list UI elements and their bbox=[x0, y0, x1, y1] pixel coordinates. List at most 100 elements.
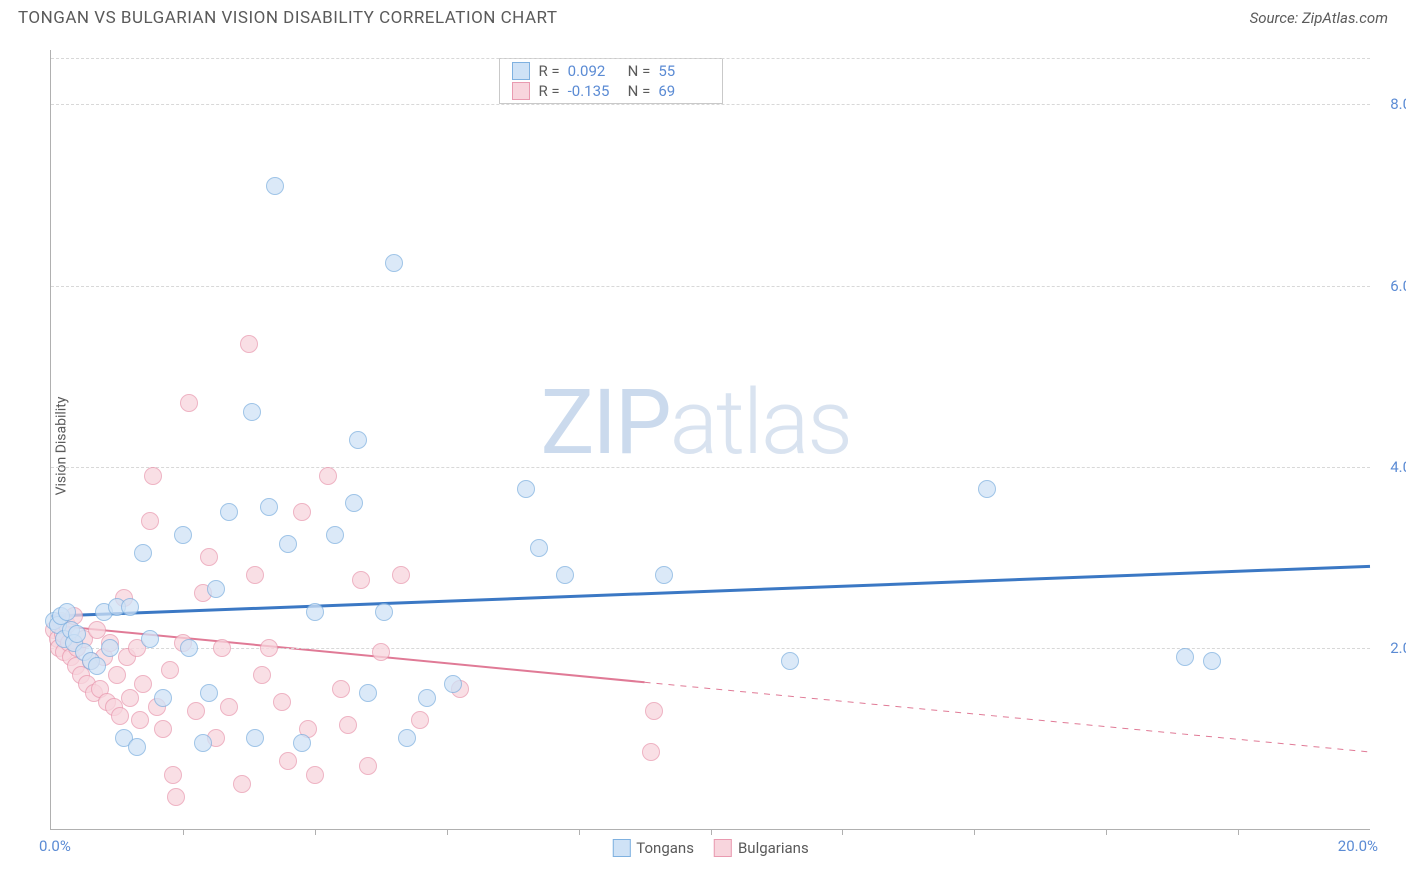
scatter-point bbox=[345, 494, 363, 512]
x-tick bbox=[1238, 829, 1239, 835]
scatter-point bbox=[246, 566, 264, 584]
legend-swatch bbox=[512, 62, 530, 80]
stat-n-value: 69 bbox=[658, 82, 710, 100]
scatter-point bbox=[306, 603, 324, 621]
stat-n-label: N = bbox=[628, 82, 651, 100]
scatter-point bbox=[154, 689, 172, 707]
scatter-point bbox=[319, 467, 337, 485]
scatter-point bbox=[101, 639, 119, 657]
scatter-point bbox=[279, 752, 297, 770]
scatter-point bbox=[220, 503, 238, 521]
scatter-point bbox=[352, 571, 370, 589]
stat-n-label: N = bbox=[628, 62, 651, 80]
x-tick bbox=[1106, 829, 1107, 835]
scatter-point bbox=[131, 711, 149, 729]
scatter-point bbox=[213, 639, 231, 657]
scatter-point bbox=[1203, 652, 1221, 670]
stat-r-label: R = bbox=[538, 62, 559, 80]
scatter-point bbox=[194, 734, 212, 752]
watermark: ZIPatlas bbox=[541, 370, 851, 475]
gridline-h bbox=[51, 58, 1370, 59]
scatter-point bbox=[180, 394, 198, 412]
scatter-point bbox=[68, 625, 86, 643]
chart-plot-area: ZIPatlas R =0.092N =55R =-0.135N =69 Ton… bbox=[50, 50, 1370, 830]
scatter-point bbox=[266, 177, 284, 195]
scatter-point bbox=[306, 766, 324, 784]
scatter-point bbox=[273, 693, 291, 711]
chart-title: TONGAN VS BULGARIAN VISION DISABILITY CO… bbox=[18, 8, 558, 28]
chart-header: TONGAN VS BULGARIAN VISION DISABILITY CO… bbox=[0, 0, 1406, 32]
y-tick-label: 6.0% bbox=[1390, 277, 1406, 295]
scatter-point bbox=[293, 734, 311, 752]
scatter-point bbox=[385, 254, 403, 272]
scatter-point bbox=[174, 526, 192, 544]
scatter-point bbox=[108, 666, 126, 684]
scatter-point bbox=[332, 680, 350, 698]
scatter-point bbox=[530, 539, 548, 557]
scatter-point bbox=[253, 666, 271, 684]
series-legend: TongansBulgarians bbox=[612, 839, 808, 857]
legend-swatch bbox=[512, 82, 530, 100]
y-tick-label: 8.0% bbox=[1390, 95, 1406, 113]
scatter-point bbox=[279, 535, 297, 553]
scatter-point bbox=[418, 689, 436, 707]
scatter-point bbox=[180, 639, 198, 657]
scatter-point bbox=[359, 684, 377, 702]
legend-swatch bbox=[714, 839, 732, 857]
legend-stats-row: R = 0.092 N = 55 bbox=[500, 61, 722, 81]
scatter-point bbox=[187, 702, 205, 720]
gridline-h bbox=[51, 286, 1370, 287]
x-axis-max-label: 20.0% bbox=[1338, 837, 1378, 855]
scatter-point bbox=[167, 788, 185, 806]
correlation-stats-legend: R = 0.092 N = 55 R = -0.135 N = 69 bbox=[499, 58, 723, 104]
scatter-point bbox=[141, 630, 159, 648]
scatter-point bbox=[293, 503, 311, 521]
scatter-point bbox=[642, 743, 660, 761]
stat-n-value: 55 bbox=[658, 62, 710, 80]
scatter-point bbox=[260, 498, 278, 516]
scatter-point bbox=[58, 603, 76, 621]
x-tick bbox=[842, 829, 843, 835]
scatter-point bbox=[556, 566, 574, 584]
scatter-point bbox=[392, 566, 410, 584]
scatter-point bbox=[128, 738, 146, 756]
scatter-point bbox=[517, 480, 535, 498]
gridline-h bbox=[51, 648, 1370, 649]
gridline-h bbox=[51, 104, 1370, 105]
scatter-point bbox=[233, 775, 251, 793]
scatter-point bbox=[375, 603, 393, 621]
scatter-point bbox=[1176, 648, 1194, 666]
scatter-point bbox=[141, 512, 159, 530]
scatter-point bbox=[121, 598, 139, 616]
scatter-point bbox=[326, 526, 344, 544]
watermark-bold: ZIP bbox=[541, 370, 670, 475]
scatter-point bbox=[111, 707, 129, 725]
x-axis-origin-label: 0.0% bbox=[39, 837, 71, 855]
stat-r-label: R = bbox=[538, 82, 559, 100]
trend-lines-layer bbox=[51, 50, 1370, 829]
scatter-point bbox=[144, 467, 162, 485]
scatter-point bbox=[349, 431, 367, 449]
scatter-point bbox=[134, 675, 152, 693]
scatter-point bbox=[781, 652, 799, 670]
x-tick bbox=[447, 829, 448, 835]
x-tick bbox=[183, 829, 184, 835]
scatter-point bbox=[978, 480, 996, 498]
scatter-point bbox=[207, 580, 225, 598]
scatter-point bbox=[260, 639, 278, 657]
x-tick bbox=[974, 829, 975, 835]
scatter-point bbox=[134, 544, 152, 562]
scatter-point bbox=[655, 566, 673, 584]
scatter-point bbox=[240, 335, 258, 353]
stat-r-value: -0.135 bbox=[568, 82, 620, 100]
y-tick-label: 4.0% bbox=[1390, 458, 1406, 476]
scatter-point bbox=[398, 729, 416, 747]
scatter-point bbox=[645, 702, 663, 720]
legend-stats-row: R = -0.135 N = 69 bbox=[500, 81, 722, 101]
stat-r-value: 0.092 bbox=[568, 62, 620, 80]
scatter-point bbox=[411, 711, 429, 729]
scatter-point bbox=[220, 698, 238, 716]
scatter-point bbox=[372, 643, 390, 661]
legend-item: Bulgarians bbox=[714, 839, 809, 857]
scatter-point bbox=[200, 548, 218, 566]
